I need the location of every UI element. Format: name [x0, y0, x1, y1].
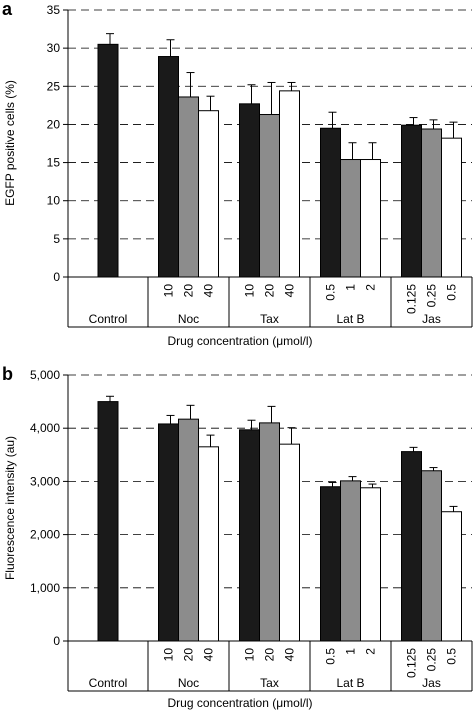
- y-tick-label: 3,000: [30, 474, 60, 488]
- panel-b-letter: b: [2, 364, 13, 384]
- concentration-label: 40: [202, 648, 216, 662]
- panel-a-y-axis-title: EGFP positive cells (%): [3, 80, 17, 206]
- bar: [279, 443, 300, 642]
- concentration-label: 2: [364, 284, 378, 291]
- panel-a-axes: [67, 10, 473, 328]
- concentration-label: 40: [283, 284, 297, 298]
- panel-a-bars: [97, 33, 462, 278]
- panel-b-axes: [67, 375, 473, 692]
- y-tick-label: 20: [47, 117, 61, 131]
- bar: [421, 128, 442, 278]
- concentration-label: 20: [182, 648, 196, 662]
- concentration-label: 40: [283, 648, 297, 662]
- group-label: Noc: [178, 312, 199, 326]
- y-tick-label: 0: [53, 634, 60, 648]
- bar: [158, 423, 179, 642]
- y-tick-label: 25: [47, 79, 61, 93]
- bar: [239, 103, 260, 278]
- y-tick-label: 5,000: [30, 368, 60, 382]
- bar: [259, 422, 280, 642]
- bar: [97, 43, 119, 278]
- bar: [158, 56, 179, 278]
- y-tick-label: 35: [47, 3, 61, 17]
- concentration-label: 0.25: [425, 648, 439, 672]
- y-tick-label: 30: [47, 41, 61, 55]
- bar: [320, 127, 341, 278]
- y-tick-label: 15: [47, 156, 61, 170]
- concentration-label: 0.125: [405, 284, 419, 314]
- concentration-label: 0.5: [324, 284, 338, 301]
- group-label: Lat B: [336, 312, 364, 326]
- concentration-label: 0.5: [324, 648, 338, 665]
- bar: [340, 159, 361, 278]
- concentration-label: 0.5: [445, 648, 459, 665]
- group-label: Tax: [260, 312, 279, 326]
- y-tick-label: 4,000: [30, 421, 60, 435]
- bar: [198, 110, 219, 278]
- concentration-label: 1: [344, 284, 358, 291]
- bar: [360, 159, 381, 278]
- group-label: Control: [89, 676, 128, 690]
- y-tick-label: 1,000: [30, 581, 60, 595]
- panel-b-bars: [97, 395, 462, 642]
- bar: [198, 446, 219, 642]
- panel-b-y-axis-title: Fluorescence intensity (au): [3, 436, 17, 580]
- concentration-label: 0.5: [445, 284, 459, 301]
- group-label: Control: [89, 312, 128, 326]
- y-tick-label: 0: [53, 270, 60, 284]
- y-tick-label: 5: [53, 232, 60, 246]
- bar: [441, 511, 462, 642]
- bar: [178, 96, 199, 278]
- bar: [340, 480, 361, 642]
- bar: [401, 451, 422, 642]
- concentration-label: 20: [263, 648, 277, 662]
- y-tick-label: 10: [47, 194, 61, 208]
- panel-b-x-axis-title: Drug concentration (μmol/l): [168, 696, 313, 710]
- bar: [279, 90, 300, 278]
- concentration-label: 10: [243, 648, 257, 662]
- bar: [97, 401, 119, 642]
- bar: [259, 114, 280, 278]
- concentration-label: 2: [364, 648, 378, 655]
- bar: [320, 486, 341, 642]
- y-tick-label: 2,000: [30, 528, 60, 542]
- concentration-label: 40: [202, 284, 216, 298]
- panel-a-letter: a: [2, 0, 13, 19]
- group-label: Tax: [260, 676, 279, 690]
- concentration-label: 1: [344, 648, 358, 655]
- concentration-label: 20: [263, 284, 277, 298]
- bar: [441, 137, 462, 278]
- bar: [421, 470, 442, 642]
- concentration-label: 10: [162, 284, 176, 298]
- panel-b-y-ticks: 0 1,000 2,000 3,000 4,000 5,000: [30, 368, 68, 648]
- bar: [401, 124, 422, 278]
- concentration-label: 10: [162, 648, 176, 662]
- bar: [239, 429, 260, 642]
- bar: [178, 418, 199, 642]
- panel-a-y-ticks: 0 5 10 15 20 25 30 35: [47, 3, 68, 284]
- group-label: Jas: [422, 312, 441, 326]
- concentration-label: 20: [182, 284, 196, 298]
- concentration-label: 0.25: [425, 284, 439, 308]
- panel-a-x-axis-title: Drug concentration (μmol/l): [168, 334, 313, 348]
- concentration-label: 0.125: [405, 648, 419, 678]
- group-label: Jas: [422, 676, 441, 690]
- group-label: Lat B: [336, 676, 364, 690]
- bar: [360, 487, 381, 642]
- concentration-label: 10: [243, 284, 257, 298]
- group-label: Noc: [178, 676, 199, 690]
